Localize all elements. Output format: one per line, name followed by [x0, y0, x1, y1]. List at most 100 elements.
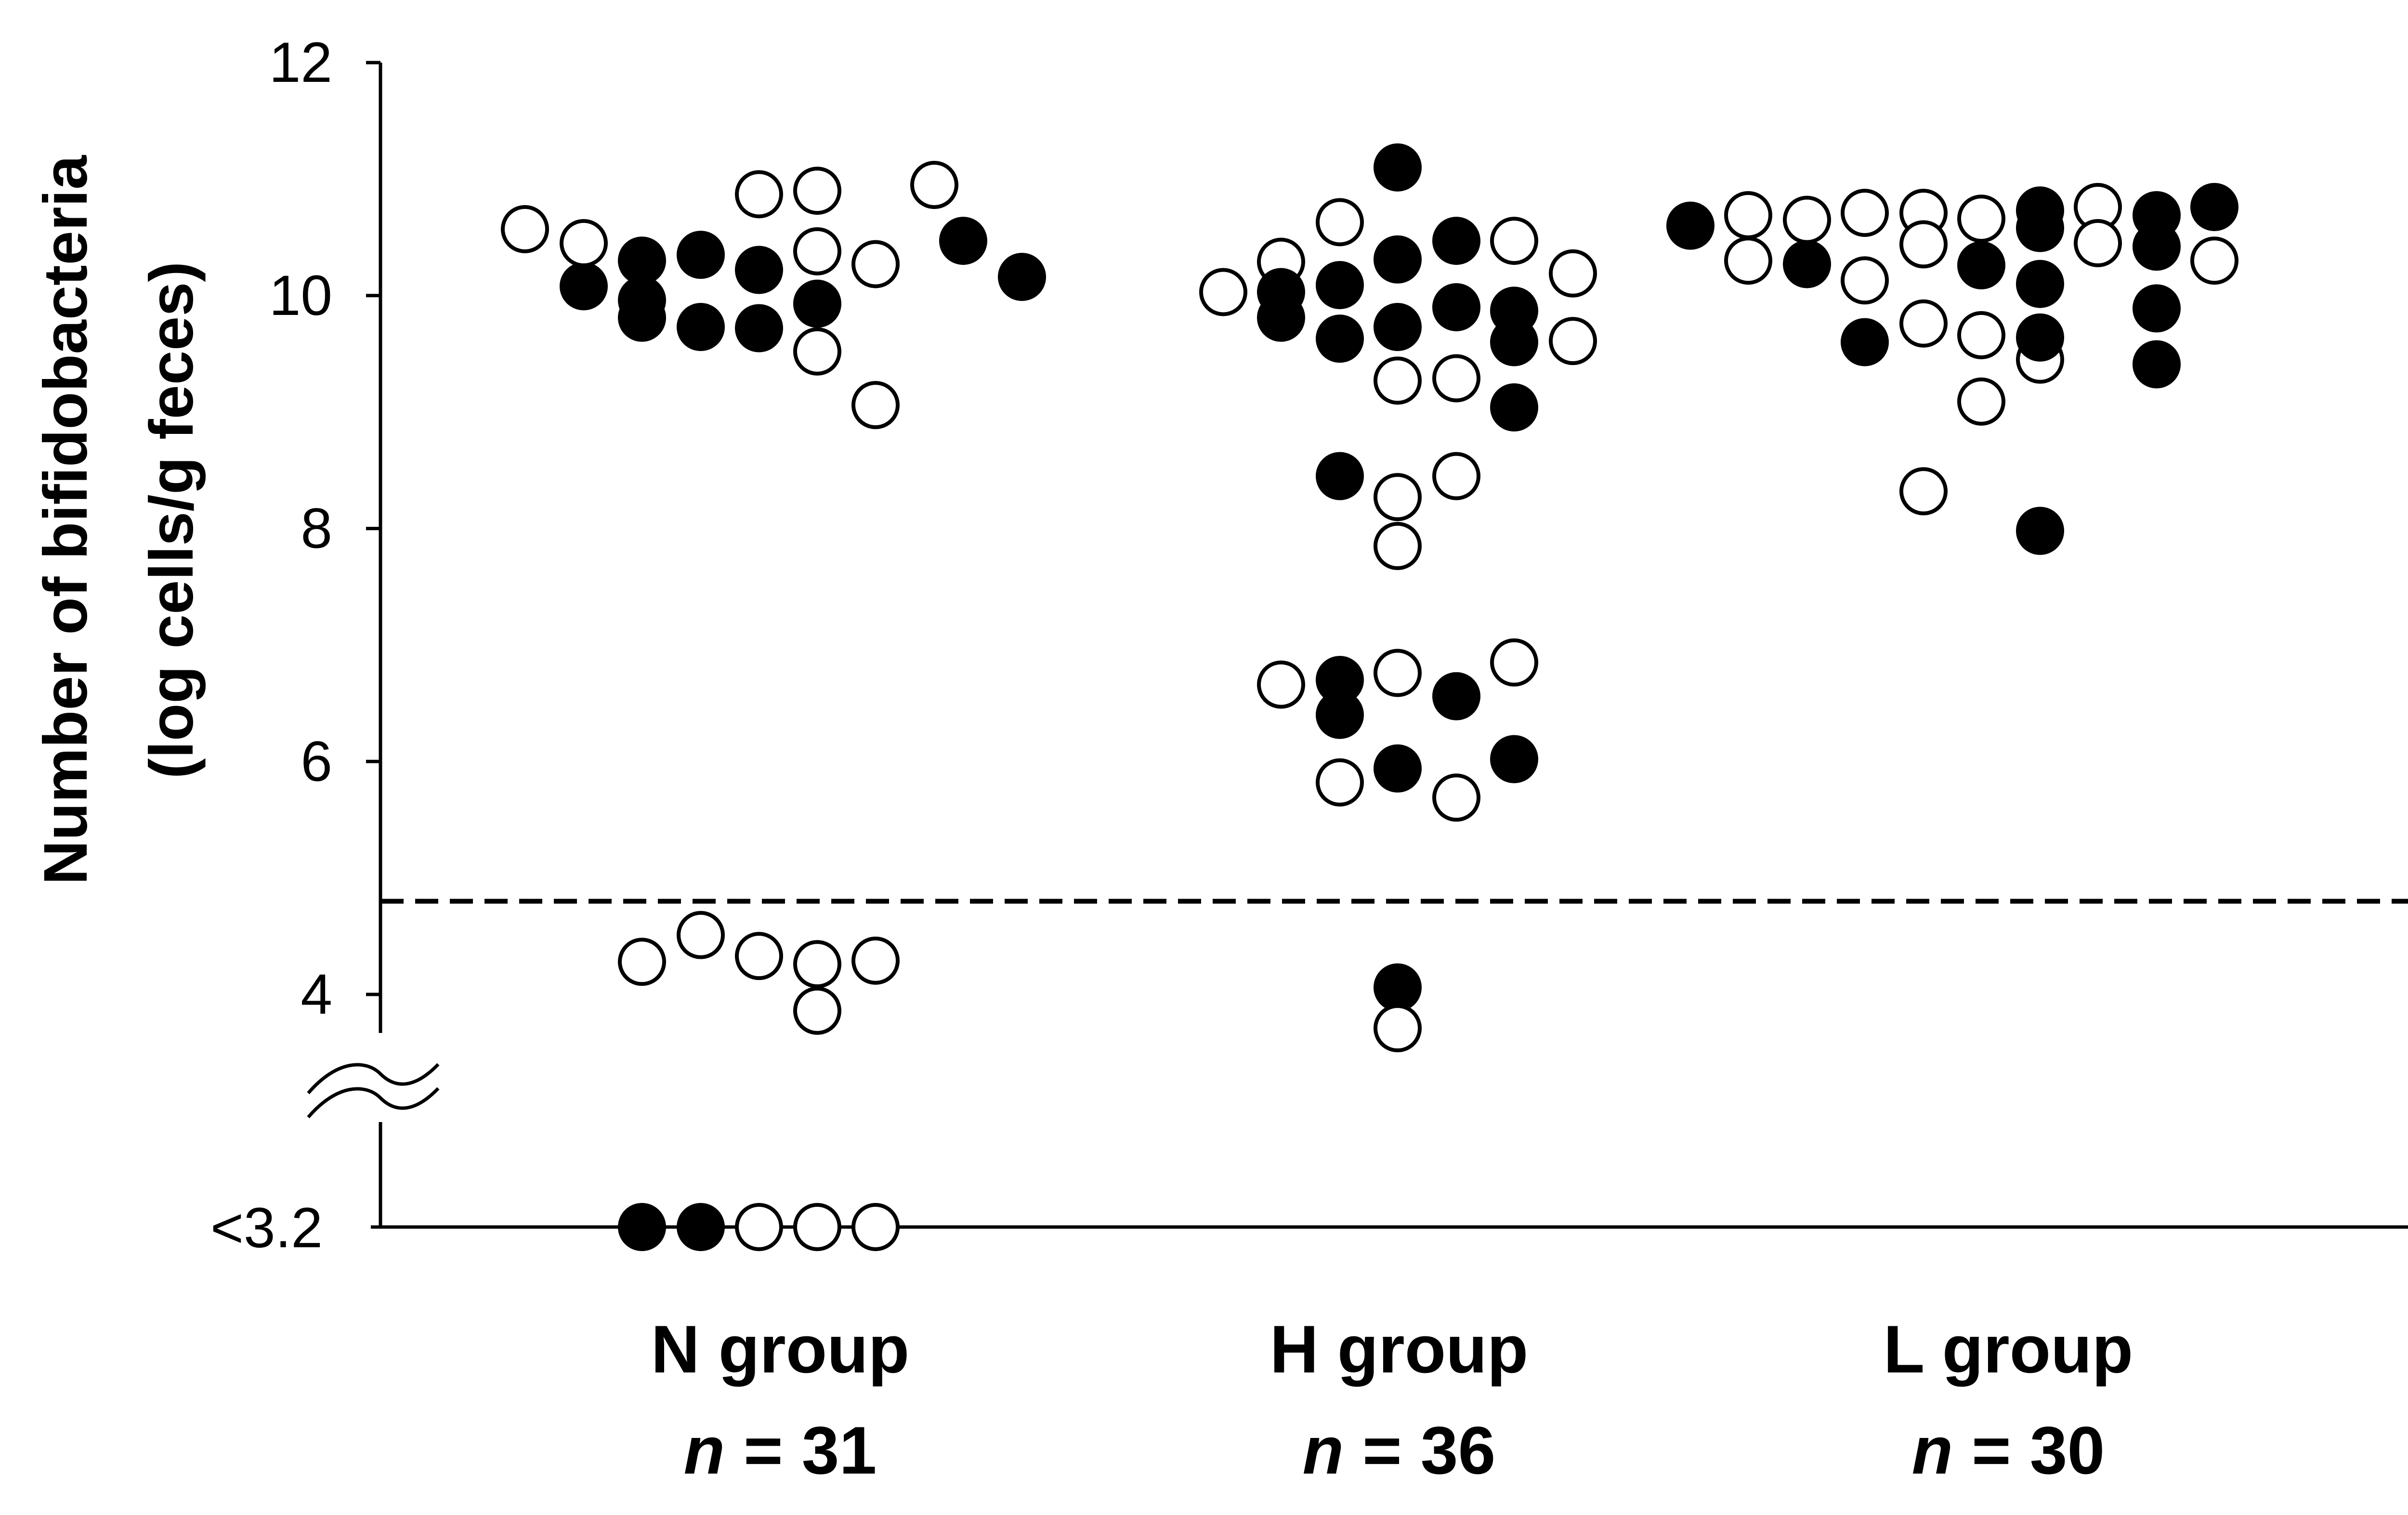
- data-point: [910, 160, 958, 209]
- data-point: [1316, 314, 1364, 363]
- data-point: [793, 940, 841, 989]
- data-point: [1374, 522, 1422, 570]
- data-point: [1432, 354, 1480, 403]
- data-point: [677, 1203, 725, 1251]
- data-point: [793, 227, 841, 275]
- data-point: [2016, 507, 2064, 555]
- data-point: [1374, 473, 1422, 522]
- data-point: [1374, 143, 1422, 192]
- data-point: [793, 1203, 841, 1251]
- data-point: [560, 219, 608, 267]
- data-point: [677, 231, 725, 279]
- y-tick-label: 10: [269, 264, 332, 327]
- data-point: [793, 986, 841, 1035]
- y-tick-label: 4: [301, 963, 332, 1026]
- data-point: [1841, 318, 1889, 366]
- data-point: [1374, 963, 1422, 1012]
- data-point: [1783, 240, 1831, 288]
- data-point: [735, 932, 783, 980]
- data-point: [735, 246, 783, 294]
- data-point: [2133, 222, 2181, 271]
- below-limit-label: <3.2: [210, 1196, 323, 1260]
- data-point: [1316, 758, 1364, 807]
- data-point: [1374, 744, 1422, 793]
- data-point: [1666, 201, 1714, 250]
- data-point: [1316, 198, 1364, 247]
- data-point: [1432, 217, 1480, 265]
- data-point: [1316, 691, 1364, 739]
- data-point: [1374, 1004, 1422, 1053]
- data-point: [1257, 660, 1305, 709]
- data-point: [2190, 183, 2238, 231]
- data-point: [1899, 220, 1948, 269]
- data-point: [2016, 313, 2064, 362]
- data-point: [1549, 249, 1597, 298]
- axis-break-mark: [307, 1063, 440, 1119]
- data-point: [793, 327, 841, 376]
- group-label-l: L group: [1884, 1311, 2133, 1387]
- data-point: [1374, 303, 1422, 352]
- data-point: [1490, 735, 1538, 784]
- data-point: [501, 205, 549, 253]
- data-point: [1374, 356, 1422, 405]
- data-point: [618, 938, 666, 986]
- data-point: [851, 936, 900, 985]
- data-point: [851, 1203, 900, 1251]
- data-point: [1490, 217, 1538, 265]
- data-point: [851, 240, 900, 288]
- data-point: [1432, 773, 1480, 822]
- data-point: [618, 276, 666, 325]
- data-point: [1432, 452, 1480, 500]
- data-point: [618, 1203, 666, 1251]
- data-point: [618, 236, 666, 285]
- data-point: [1490, 638, 1538, 687]
- y-axis-title: Number of bifidobacteria (log cells/g fe…: [31, 155, 206, 885]
- y-tick-label: 12: [269, 31, 332, 94]
- y-axis-ticks: [366, 61, 380, 996]
- data-point: [1432, 672, 1480, 720]
- y-tick-label: 8: [301, 497, 332, 561]
- data-point: [998, 253, 1046, 301]
- data-point: [2190, 236, 2238, 285]
- data-point: [1957, 195, 2005, 243]
- data-point: [1374, 649, 1422, 697]
- group-count-n: n = 31: [684, 1412, 877, 1488]
- data-point: [851, 381, 900, 430]
- data-point: [793, 167, 841, 215]
- data-point: [1374, 235, 1422, 284]
- data-point: [735, 170, 783, 219]
- y-axis-title-line-2: (log cells/g feces): [137, 261, 206, 779]
- data-point: [1490, 383, 1538, 431]
- data-point: [677, 911, 725, 959]
- data-point: [1199, 268, 1247, 316]
- y-tick-label: 6: [301, 730, 332, 793]
- data-point: [735, 1203, 783, 1251]
- data-point: [793, 279, 841, 328]
- group-count-h: n = 36: [1303, 1412, 1496, 1488]
- data-point: [1490, 318, 1538, 366]
- data-point: [1899, 299, 1948, 348]
- data-point: [1724, 236, 1772, 285]
- data-point: [1316, 452, 1364, 500]
- data-markers: [501, 143, 2238, 1251]
- data-point: [939, 217, 987, 265]
- data-point: [2133, 284, 2181, 333]
- data-point: [2016, 204, 2064, 252]
- group-label-h: H group: [1270, 1311, 1529, 1387]
- y-axis-title-line-1: Number of bifidobacteria: [31, 155, 100, 885]
- data-point: [560, 262, 608, 311]
- data-point: [1316, 261, 1364, 309]
- data-point: [2133, 340, 2181, 389]
- data-point: [1549, 317, 1597, 366]
- data-point: [1724, 191, 1772, 239]
- data-point: [1957, 241, 2005, 289]
- data-point: [2074, 219, 2122, 267]
- data-point: [1432, 283, 1480, 331]
- data-point: [2016, 260, 2064, 308]
- data-point: [1783, 196, 1831, 244]
- data-point: [1841, 256, 1889, 305]
- data-point: [1957, 377, 2005, 426]
- data-point: [1257, 293, 1305, 342]
- data-point: [677, 303, 725, 352]
